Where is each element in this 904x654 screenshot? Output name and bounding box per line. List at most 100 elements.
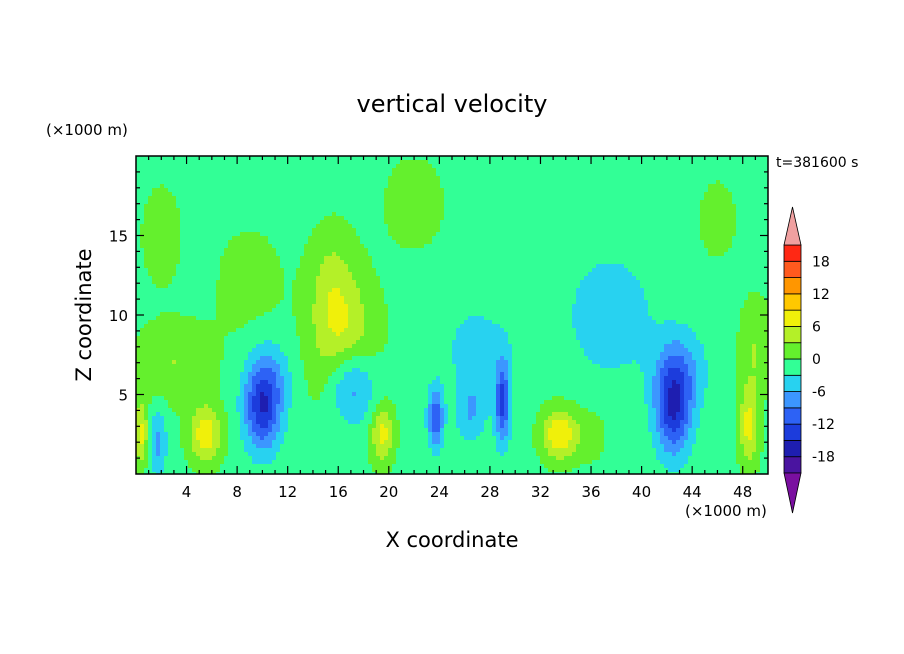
field-cell	[496, 280, 501, 285]
field-cell	[152, 256, 157, 261]
field-cell	[232, 192, 237, 197]
field-cell	[156, 252, 161, 257]
field-cell	[428, 248, 433, 253]
field-cell	[680, 192, 685, 197]
field-cell	[692, 268, 697, 273]
field-cell	[668, 240, 673, 245]
field-cell	[296, 160, 301, 165]
field-cell	[476, 200, 481, 205]
field-cell	[352, 228, 357, 233]
field-cell	[436, 160, 441, 165]
field-cell	[292, 272, 297, 277]
field-cell	[260, 216, 265, 221]
field-cell	[664, 264, 669, 269]
field-cell	[364, 232, 369, 237]
field-cell	[176, 256, 181, 261]
field-cell	[264, 236, 269, 241]
field-cell	[584, 260, 589, 265]
field-cell	[564, 212, 569, 217]
field-cell	[288, 264, 293, 269]
field-cell	[392, 240, 397, 245]
field-cell	[404, 244, 409, 249]
field-cell	[284, 216, 289, 221]
field-cell	[312, 196, 317, 201]
field-cell	[288, 212, 293, 217]
field-cell	[764, 180, 768, 185]
field-cell	[500, 240, 505, 245]
field-cell	[580, 164, 585, 169]
field-cell	[740, 176, 745, 181]
field-cell	[692, 176, 697, 181]
field-cell	[316, 192, 321, 197]
field-cell	[304, 164, 309, 169]
field-cell	[544, 272, 549, 277]
field-cell	[248, 272, 253, 277]
field-cell	[556, 260, 561, 265]
field-cell	[756, 176, 761, 181]
field-cell	[528, 252, 533, 257]
field-cell	[452, 224, 457, 229]
field-cell	[272, 220, 277, 225]
field-cell	[188, 184, 193, 189]
field-cell	[176, 160, 181, 165]
field-cell	[332, 224, 337, 229]
field-cell	[360, 164, 365, 169]
field-cell	[284, 256, 289, 261]
field-cell	[452, 228, 457, 233]
field-cell	[512, 268, 517, 273]
field-cell	[744, 164, 749, 169]
field-cell	[156, 268, 161, 273]
field-cell	[600, 240, 605, 245]
field-cell	[332, 156, 337, 161]
field-cell	[320, 188, 325, 193]
field-cell	[524, 164, 529, 169]
field-cell	[384, 180, 389, 185]
field-cell	[692, 196, 697, 201]
field-cell	[364, 196, 369, 201]
field-cell	[748, 192, 753, 197]
field-cell	[248, 224, 253, 229]
field-cell	[620, 256, 625, 261]
field-cell	[152, 280, 157, 285]
field-cell	[228, 240, 233, 245]
field-cell	[428, 228, 433, 233]
field-cell	[496, 168, 501, 173]
field-cell	[588, 264, 593, 269]
field-cell	[696, 232, 701, 237]
field-cell	[532, 172, 537, 177]
field-cell	[384, 236, 389, 241]
field-cell	[324, 276, 329, 281]
field-cell	[180, 244, 185, 249]
field-cell	[396, 188, 401, 193]
field-cell	[500, 256, 505, 261]
field-cell	[528, 276, 533, 281]
field-cell	[752, 256, 757, 261]
field-cell	[436, 172, 441, 177]
field-cell	[452, 272, 457, 277]
field-cell	[736, 252, 741, 257]
field-cell	[460, 224, 465, 229]
field-cell	[324, 220, 329, 225]
field-cell	[252, 212, 257, 217]
field-cell	[304, 272, 309, 277]
field-cell	[656, 240, 661, 245]
field-cell	[156, 212, 161, 217]
field-cell	[540, 188, 545, 193]
field-cell	[696, 260, 701, 265]
field-cell	[160, 188, 165, 193]
field-cell	[604, 188, 609, 193]
field-cell	[136, 184, 141, 189]
field-cell	[420, 204, 425, 209]
field-cell	[396, 276, 401, 281]
field-cell	[244, 264, 249, 269]
field-cell	[524, 272, 529, 277]
field-cell	[548, 252, 553, 257]
field-cell	[524, 256, 529, 261]
field-cell	[748, 252, 753, 257]
field-cell	[688, 240, 693, 245]
field-cell	[184, 252, 189, 257]
field-cell	[272, 176, 277, 181]
field-cell	[372, 192, 377, 197]
field-cell	[404, 172, 409, 177]
field-cell	[708, 208, 713, 213]
